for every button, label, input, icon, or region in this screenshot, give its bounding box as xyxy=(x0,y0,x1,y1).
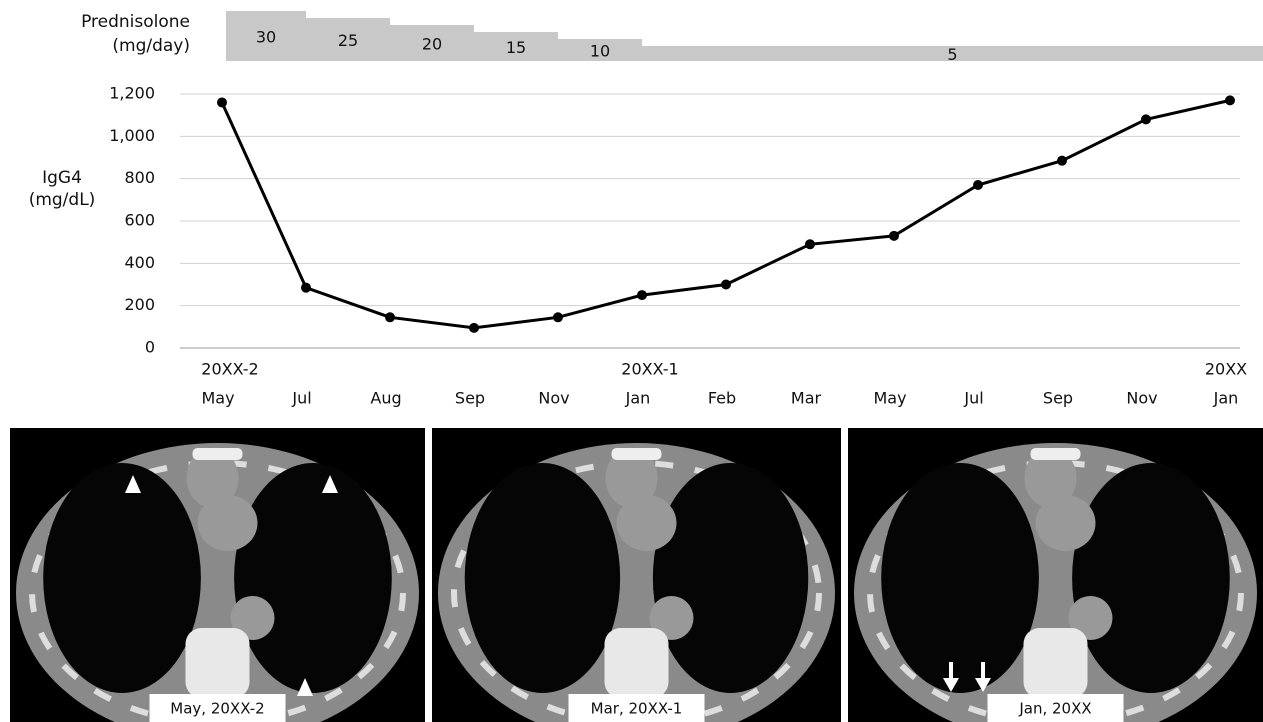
caption: May, 20XX-2 xyxy=(170,700,264,718)
point xyxy=(1057,156,1067,166)
line xyxy=(222,100,1230,328)
y-tick-label: 1,000 xyxy=(109,126,155,145)
ct-lung-right xyxy=(465,463,620,693)
x-tick-label: Aug xyxy=(370,389,401,408)
x-tick-label: Nov xyxy=(1126,389,1157,408)
x-tick-label: Sep xyxy=(455,389,485,408)
year-label: 20XX-2 xyxy=(201,360,258,379)
ct-spine xyxy=(605,628,669,698)
point xyxy=(637,290,647,300)
y-axis-label: IgG4 xyxy=(42,168,82,188)
ct-heart xyxy=(1036,495,1096,551)
x-tick-label: Mar xyxy=(791,389,822,408)
point xyxy=(217,97,227,107)
dose-value: 10 xyxy=(590,42,610,61)
ct-lung-left xyxy=(653,463,808,693)
y-axis-label: (mg/dL) xyxy=(29,190,96,210)
ct-sternum xyxy=(193,448,243,460)
caption: Mar, 20XX-1 xyxy=(591,700,683,718)
ct-sternum xyxy=(612,448,662,460)
x-tick-label: Feb xyxy=(708,389,736,408)
dose-value: 15 xyxy=(506,38,526,57)
ct-lung-right xyxy=(881,463,1039,693)
x-tick-label: Jul xyxy=(291,389,311,408)
point xyxy=(301,283,311,293)
dose-value: 25 xyxy=(338,31,358,50)
page: {"chart_data": {"type": "line", "dose_la… xyxy=(0,0,1263,722)
year-label: 20XX-1 xyxy=(621,360,678,379)
dose-value: 5 xyxy=(947,45,957,64)
point xyxy=(973,180,983,190)
y-tick-label: 1,200 xyxy=(109,84,155,103)
x-tick-label: Jul xyxy=(963,389,983,408)
ct-sternum xyxy=(1031,448,1081,460)
ct-heart xyxy=(198,495,258,551)
point xyxy=(1225,95,1235,105)
y-tick-label: 600 xyxy=(124,211,155,230)
ct-heart xyxy=(617,495,677,551)
point xyxy=(889,231,899,241)
point xyxy=(1141,114,1151,124)
dose-value: 20 xyxy=(422,35,442,54)
figure: Prednisolone (mg/day) 30 25 20 15 10 5 IgG4(mg/d… xyxy=(0,0,1263,722)
dose-value: 30 xyxy=(256,28,276,47)
point xyxy=(385,312,395,322)
ct-spine xyxy=(1024,628,1088,698)
ct-lung-left xyxy=(1072,463,1230,693)
ct-spine xyxy=(186,628,250,698)
ct-image: May, 20XX-2 xyxy=(10,428,425,722)
x-tick-label: Jan xyxy=(625,389,651,408)
dose-label: Prednisolone xyxy=(81,12,190,32)
ct-lung-left xyxy=(234,463,392,693)
caption: Jan, 20XX xyxy=(1018,700,1091,718)
ct-image: Jan, 20XX xyxy=(848,428,1263,722)
point xyxy=(721,280,731,290)
dose-label: (mg/day) xyxy=(112,36,190,56)
x-tick-label: Nov xyxy=(538,389,569,408)
year-label: 20XX xyxy=(1205,360,1247,379)
x-tick-label: May xyxy=(873,389,906,408)
point xyxy=(553,312,563,322)
x-tick-label: Jan xyxy=(1213,389,1239,408)
y-tick-label: 400 xyxy=(124,253,155,272)
x-tick-label: Sep xyxy=(1043,389,1073,408)
ct-image: Mar, 20XX-1 xyxy=(432,428,841,722)
point xyxy=(805,239,815,249)
y-tick-label: 800 xyxy=(124,168,155,187)
point xyxy=(469,323,479,333)
ct-lung-right xyxy=(43,463,201,693)
y-tick-label: 200 xyxy=(124,295,155,314)
x-tick-label: May xyxy=(201,389,234,408)
y-tick-label: 0 xyxy=(145,338,155,357)
